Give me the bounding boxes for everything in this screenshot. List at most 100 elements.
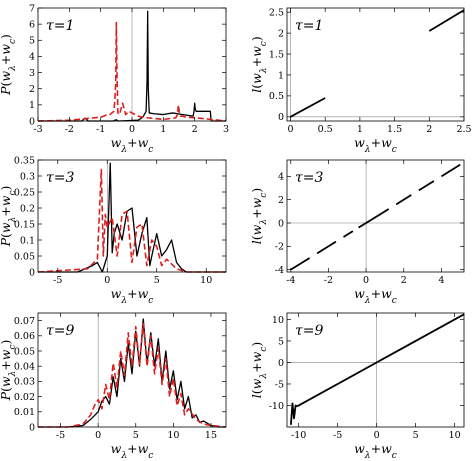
y-tick-label: 0.2 [20,203,35,214]
y-tick-label: 0.02 [14,392,35,403]
x-tick-label: 0 [363,275,369,286]
x-axis-label: wλ+wc [354,286,397,306]
x-tick-label: -5 [333,430,342,441]
x-tick-label: 5 [154,275,160,286]
y-tick-label: 2 [278,28,284,39]
series-line-solid-2 [343,230,354,238]
x-tick-label: 0 [374,430,380,441]
x-tick-label: 0 [95,430,101,441]
series-line-solid-3 [358,208,390,229]
series-line-solid-1 [428,9,465,32]
y-tick-label: 0 [278,218,284,229]
x-tick-label: 1 [160,124,166,135]
x-tick-label: 2 [401,275,407,286]
y-tick-label: 1.5 [269,49,284,60]
y-axis-label: l(wλ+wc) [249,36,269,92]
y-tick-label: 1 [29,100,35,111]
y-axis-label: P(wλ+wc) [0,340,18,402]
y-axis-label: l(wλ+wc) [249,188,269,244]
y-tick-label: -10 [269,401,284,412]
series-line-solid-0 [290,257,311,271]
y-tick-label: 0 [278,112,284,123]
y-axis-label: l(wλ+wc) [249,342,269,398]
tau-label: τ=1 [295,18,323,34]
panel-p-tau9: -5 0 5 10 15 0 0.01 0.02 0.03 0.04 0.05 0.06 0.07 τ=9… [0,312,227,461]
series-line-solid-4 [395,194,412,206]
x-tick-label: 2 [192,124,198,135]
y-tick-label: 2.5 [269,7,284,18]
series-line-solid-1 [290,402,298,425]
plot-frame [286,7,465,122]
y-tick-label: 7 [29,3,35,14]
x-axis-label: wλ+wc [354,441,397,461]
y-tick-label: 1 [278,70,284,81]
x-tick-label: -5 [53,275,62,286]
series-line-solid-5 [418,180,435,192]
series-line-dashed-1 [37,168,226,273]
x-tick-label: 4 [438,275,444,286]
y-tick-label: 0.01 [14,407,35,418]
y-tick-label: 5 [278,336,284,347]
series-line-solid-0 [296,313,465,408]
panel-l-tau1: 0 0.5 1 1.5 2 2.5 0 0.5 1 1.5 2 2.5 τ=1 wλ+wc l(wλ+wc) [249,7,472,155]
x-tick-label: -4 [286,275,295,286]
plot-frame [286,312,465,428]
plot-frame [37,312,227,428]
y-tick-label: 0 [29,116,35,127]
x-axis-label: wλ+wc [111,286,154,306]
y-tick-label: 0.15 [14,219,35,230]
x-tick-label: -2 [65,124,74,135]
x-tick-label: -1 [96,124,105,135]
y-tick-label: -5 [275,379,284,390]
series-line-solid-0 [38,318,226,428]
series-line-solid-0 [38,162,226,273]
y-tick-label: 0.05 [14,251,35,262]
y-tick-label: 0 [29,422,35,433]
x-tick-label: -5 [56,430,65,441]
x-tick-label: 1.5 [387,124,402,135]
x-tick-label: 15 [205,430,217,441]
series-line-dashed-1 [38,322,227,428]
x-tick-label: -10 [291,430,306,441]
series-line-solid-6 [440,163,461,178]
panel-p-tau3: -5 0 5 10 0 0.05 0.1 0.15 0.2 0.25 0.3 0.35 τ=3 wλ+wc… [0,155,227,306]
y-tick-label: 0.5 [269,91,284,102]
y-tick-label: 4 [278,172,284,183]
y-axis-label: P(wλ+wc) [0,34,18,96]
y-tick-label: 2 [278,195,284,206]
x-tick-label: 0 [287,124,293,135]
series-line-solid-0 [290,97,326,118]
y-tick-label: 5 [29,36,35,47]
x-tick-label: 0 [129,124,135,135]
plot-frame [286,159,465,273]
y-tick-label: 0.05 [14,346,35,357]
panel-p-tau1: -3 -2 -1 0 1 2 3 0 1 2 3 4 5 6 7 τ=1 wλ+wc P(wλ+wc) [0,3,229,155]
panel-l-tau3: -4 -2 0 2 4 -4 -2 0 2 4 τ=3 wλ+wc l(wλ+wc) [249,159,465,306]
x-tick-label: 2 [426,124,432,135]
tau-label: τ=3 [46,170,74,186]
series-line-dashed-1 [37,21,227,122]
y-axis-label: P(wλ+wc) [0,186,18,248]
x-tick-label: 3 [223,124,229,135]
y-tick-label: 0 [29,267,35,278]
x-tick-label: -2 [324,275,333,286]
x-tick-label: 5 [133,430,139,441]
x-tick-label: 5 [413,430,419,441]
y-tick-label: 0.25 [14,187,35,198]
panel-l-tau9: -10 -5 0 5 10 -10 -5 0 5 10 τ=9 wλ+wc l(wλ+wc) [249,312,465,461]
x-tick-label: 10 [449,430,461,441]
x-axis-label: wλ+wc [354,135,397,155]
tau-label: τ=9 [46,323,74,339]
x-tick-label: 10 [200,275,212,286]
y-tick-label: 2 [29,84,35,95]
x-tick-label: 1 [357,124,363,135]
tau-label: τ=3 [295,170,323,186]
y-tick-label: 4 [29,52,35,63]
y-tick-label: 0.3 [20,171,35,182]
y-tick-label: 0.03 [14,377,35,388]
x-tick-label: 0 [104,275,110,286]
y-tick-label: 0.04 [14,362,35,373]
x-axis-label: wλ+wc [111,441,154,461]
x-tick-label: 0.5 [318,124,333,135]
